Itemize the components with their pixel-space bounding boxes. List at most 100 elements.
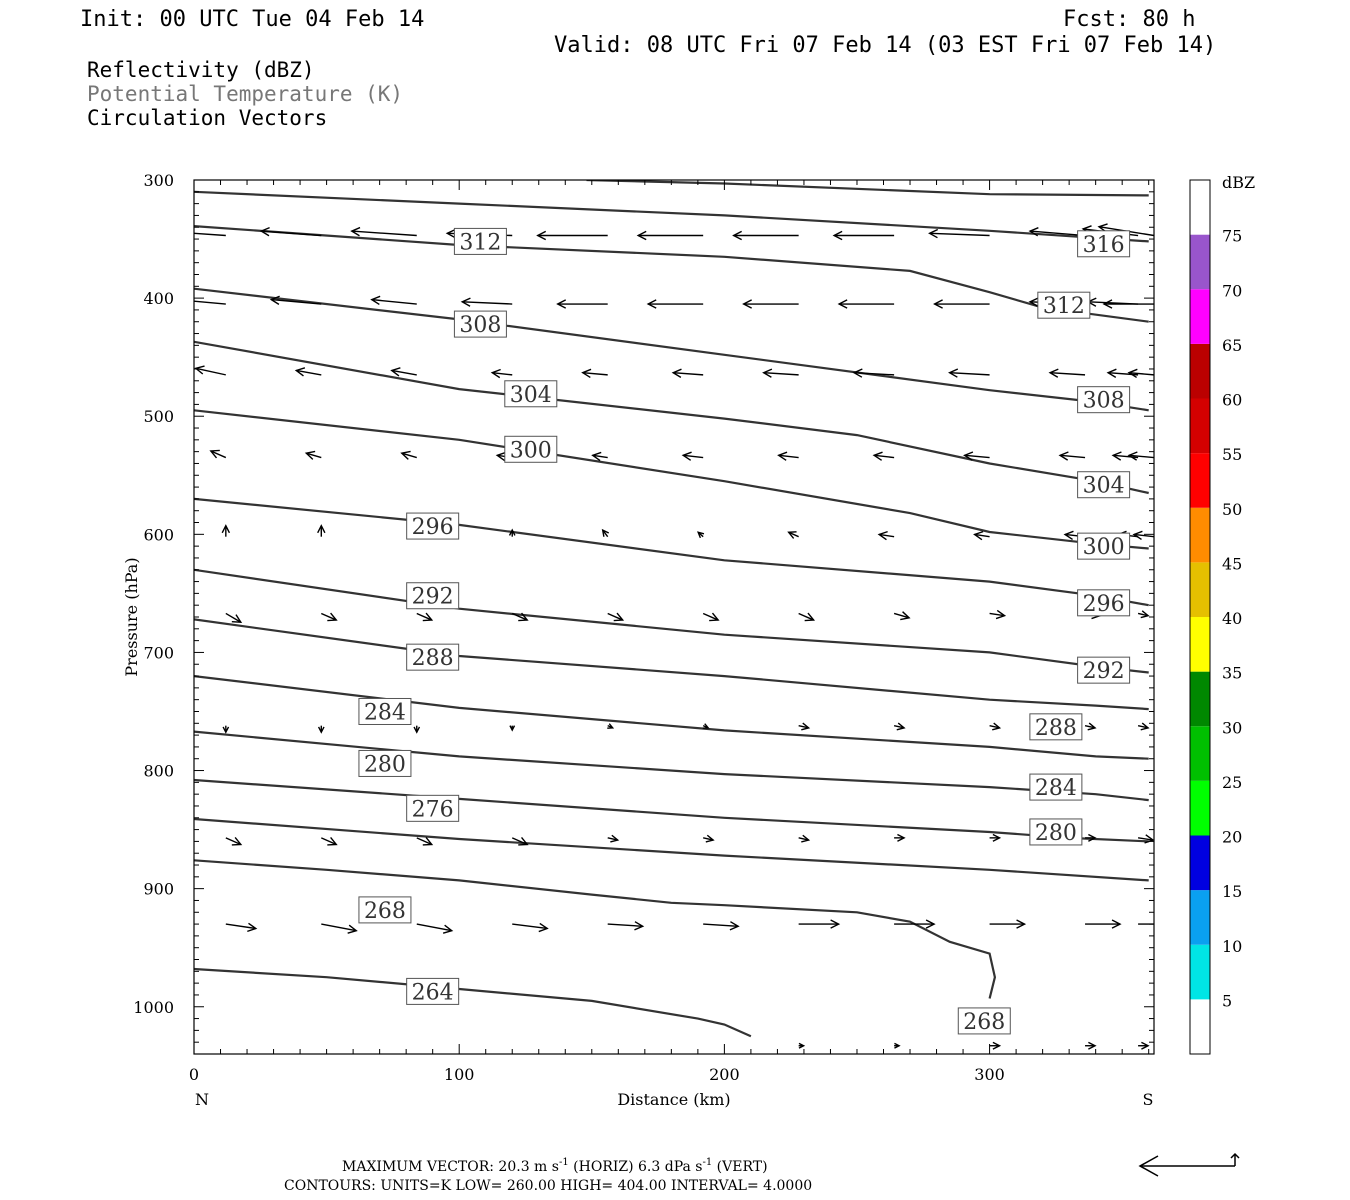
vector-arrow xyxy=(259,226,322,237)
svg-text:308: 308 xyxy=(459,313,501,338)
forecast-hour: Fcst: 80 h xyxy=(1063,7,1195,32)
contour-label: 312 xyxy=(1037,291,1091,319)
vector-arrow xyxy=(948,368,990,378)
vector-arrow xyxy=(798,722,811,731)
vector-arrow xyxy=(209,449,227,459)
contour-280 xyxy=(194,730,1149,802)
vector-arrow xyxy=(832,230,895,241)
colorbar-swatch xyxy=(1190,453,1210,508)
colorbar-swatch xyxy=(1190,835,1210,891)
vector-arrow xyxy=(321,612,338,622)
colorbar-level: 65 xyxy=(1222,336,1242,355)
vector-arrow xyxy=(1085,919,1122,929)
reference-vector-icon xyxy=(1138,1152,1240,1177)
contour-296 xyxy=(194,497,1149,607)
vector-arrow xyxy=(989,1041,1002,1050)
vector-arrow xyxy=(607,921,645,931)
vector-arrow xyxy=(225,612,243,624)
contour-label: 300 xyxy=(504,435,558,463)
vector-arrow xyxy=(989,833,1002,842)
vector-arrow xyxy=(460,297,513,307)
contour-label: 296 xyxy=(406,512,460,540)
svg-text:292: 292 xyxy=(1083,659,1125,684)
vector-arrow xyxy=(1085,1041,1097,1050)
x-tick-label: 0 xyxy=(189,1065,199,1084)
vector-arrow xyxy=(350,226,417,237)
svg-text:268: 268 xyxy=(364,899,406,924)
vector-arrow xyxy=(872,451,895,461)
colorbar-swatch xyxy=(1190,780,1210,836)
colorbar: 5 10 15 20 25 30 35 40 45 50 55 60 65 70 75 xyxy=(1189,179,1242,1055)
colorbar-level: 45 xyxy=(1222,554,1242,573)
axis-ticks: 0 100 200 300 300 400 500 600 700 800 900 1000 xyxy=(133,171,1154,1084)
vector-arrow xyxy=(511,612,529,622)
contour-268 xyxy=(194,859,997,999)
colorbar-swatch xyxy=(1190,999,1210,1054)
vector-arrow xyxy=(1085,833,1097,842)
vector-arrow xyxy=(321,923,358,934)
y-tick-label: 500 xyxy=(143,407,174,426)
valid-time: Valid: 08 UTC Fri 07 Feb 14 (03 EST Fri … xyxy=(554,33,1216,58)
x-end-label-south: S xyxy=(1143,1090,1154,1109)
vector-arrow xyxy=(490,368,513,379)
vector-arrow xyxy=(1127,451,1154,461)
colorbar-level: 15 xyxy=(1222,882,1242,901)
svg-text:296: 296 xyxy=(1083,592,1125,617)
vector-arrow xyxy=(416,837,434,846)
x-tick-label: 300 xyxy=(974,1065,1005,1084)
svg-text:296: 296 xyxy=(412,515,454,540)
colorbar-swatch xyxy=(1190,944,1210,1000)
vector-arrow xyxy=(777,451,799,461)
vector-arrow xyxy=(269,295,322,305)
colorbar-swatch xyxy=(1190,507,1210,563)
vector-arrow xyxy=(416,612,434,622)
vector-arrow xyxy=(294,367,322,377)
x-end-label-north: N xyxy=(195,1090,209,1109)
svg-text:288: 288 xyxy=(1035,716,1077,741)
contour-label: 276 xyxy=(406,794,460,822)
vector-arrow xyxy=(989,609,1007,620)
contour-label: 308 xyxy=(1077,386,1131,414)
contour-284 xyxy=(194,675,1149,760)
colorbar-title: dBZ xyxy=(1222,173,1255,192)
vector-arrow xyxy=(989,919,1027,929)
colorbar-level: 60 xyxy=(1222,391,1242,410)
y-tick-label: 700 xyxy=(143,643,174,662)
contour-308 xyxy=(194,287,1149,412)
svg-text:280: 280 xyxy=(1035,821,1077,846)
vector-arrow xyxy=(646,299,704,309)
vector-arrow xyxy=(509,725,516,732)
svg-text:284: 284 xyxy=(364,700,406,725)
contour-label: 300 xyxy=(1077,532,1131,560)
vector-arrow xyxy=(1127,368,1154,379)
vector-arrow xyxy=(607,834,620,843)
vector-arrow xyxy=(1084,722,1097,731)
colorbar-level: 30 xyxy=(1222,718,1242,737)
vector-arrow xyxy=(607,723,615,729)
vector-arrow xyxy=(416,923,454,934)
vector-arrow xyxy=(1154,920,1184,928)
vector-arrow xyxy=(317,725,325,734)
vector-arrow xyxy=(400,450,417,460)
svg-text:312: 312 xyxy=(459,230,501,255)
vector-arrow xyxy=(928,228,990,239)
contour-304 xyxy=(194,340,1149,495)
contour-label: 288 xyxy=(406,643,460,671)
vector-arrow xyxy=(1137,610,1150,619)
svg-text:308: 308 xyxy=(1083,389,1125,414)
vector-arrow xyxy=(963,451,990,461)
y-axis-label: Pressure (hPa) xyxy=(122,557,141,676)
vector-arrow xyxy=(556,299,608,309)
x-axis-label: Distance (km) xyxy=(617,1090,730,1109)
vector-arrow xyxy=(893,722,906,731)
vector-arrow xyxy=(390,367,417,377)
colorbar-swatch xyxy=(1190,671,1210,727)
vector-arrow xyxy=(798,1042,806,1049)
contour-label: 316 xyxy=(1077,230,1131,258)
vector-arrow xyxy=(321,837,338,846)
vector-arrow xyxy=(1153,837,1154,839)
vector-arrow xyxy=(225,922,258,933)
vector-arrow xyxy=(1132,530,1154,541)
y-tick-label: 600 xyxy=(143,525,174,544)
